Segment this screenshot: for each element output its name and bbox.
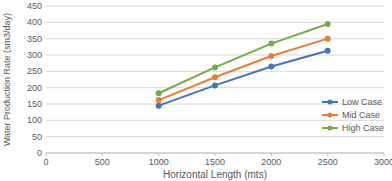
x-tick-mark — [102, 153, 103, 156]
y-grid-line — [46, 22, 384, 23]
x-tick-label: 1000 — [149, 157, 169, 167]
series-marker — [325, 36, 331, 42]
y-grid-line — [46, 55, 384, 56]
y-tick-label: 450 — [27, 1, 42, 11]
y-grid-line — [46, 6, 384, 7]
x-tick-mark — [384, 153, 385, 156]
series-marker — [156, 103, 162, 109]
series-line — [159, 51, 328, 106]
x-tick-mark — [215, 153, 216, 156]
x-tick-label: 500 — [95, 157, 110, 167]
series-line — [159, 39, 328, 100]
y-tick-label: 50 — [32, 132, 42, 142]
y-grid-line — [46, 120, 384, 121]
series-marker — [268, 63, 274, 69]
series-marker — [325, 21, 331, 27]
legend-label: Mid Case — [342, 110, 380, 120]
x-tick-label: 1500 — [205, 157, 225, 167]
y-tick-label: 150 — [27, 99, 42, 109]
legend-marker — [328, 126, 333, 131]
y-tick-label: 0 — [37, 148, 42, 158]
chart-container: 0 50 100 150 200 250 300 350 400 450 0 500 1000 1500 2… — [0, 0, 392, 181]
series-marker — [325, 48, 331, 54]
x-tick-mark — [327, 153, 328, 156]
y-tick-label: 200 — [27, 83, 42, 93]
series-marker — [212, 82, 218, 88]
plot-area — [156, 21, 331, 109]
legend-label: High Case — [342, 123, 384, 133]
x-tick-mark — [158, 153, 159, 156]
legend-marker — [328, 100, 333, 105]
series-marker — [156, 90, 162, 96]
y-tick-label: 400 — [27, 17, 42, 27]
x-tick-label: 3000 — [374, 157, 392, 167]
series-marker — [212, 64, 218, 70]
y-axis-title: Water Production Rate (sm3/day) — [2, 13, 12, 146]
y-tick-label: 350 — [27, 34, 42, 44]
y-tick-label: 250 — [27, 66, 42, 76]
y-grid-line — [46, 71, 384, 72]
series-marker — [156, 97, 162, 103]
y-grid-line — [46, 38, 384, 39]
series-marker — [212, 74, 218, 80]
series-marker — [268, 41, 274, 47]
y-grid-line — [46, 104, 384, 105]
y-tick-label: 100 — [27, 115, 42, 125]
y-tick-label: 300 — [27, 50, 42, 60]
x-tick-mark — [46, 153, 47, 156]
chart-svg: 0 50 100 150 200 250 300 350 400 450 0 500 1000 1500 2… — [0, 0, 392, 181]
x-tick-label: 2000 — [261, 157, 281, 167]
series-marker — [268, 53, 274, 59]
x-tick-label: 0 — [43, 157, 48, 167]
x-axis-title: Horizontal Length (mts) — [163, 169, 267, 180]
x-tick-mark — [271, 153, 272, 156]
x-tick-label: 2500 — [318, 157, 338, 167]
y-grid-line — [46, 136, 384, 137]
series-line — [159, 24, 328, 93]
legend: Low Case Mid Case High Case — [322, 97, 384, 133]
legend-label: Low Case — [342, 97, 382, 107]
legend-marker — [328, 113, 333, 118]
